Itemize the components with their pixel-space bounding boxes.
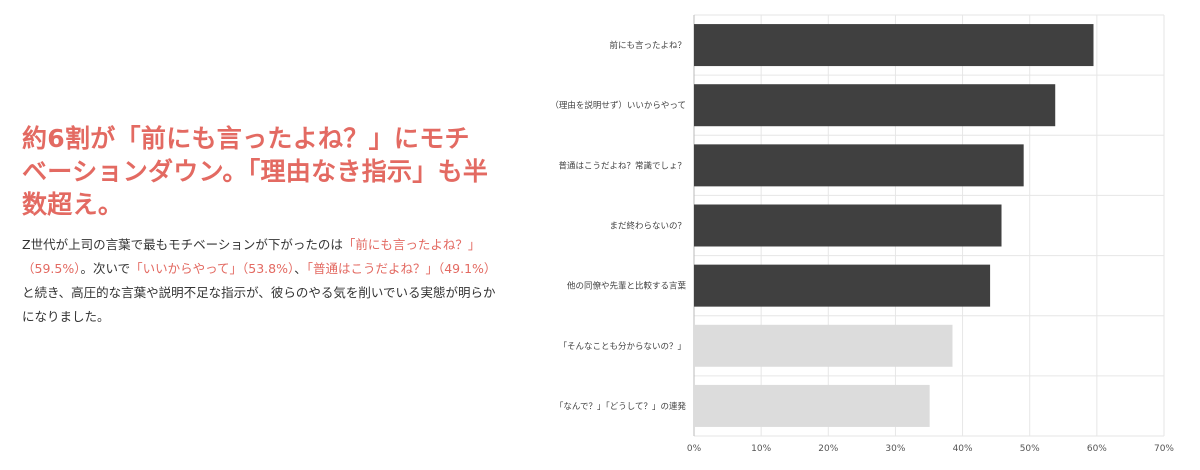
body-text-part-1: Z世代が上司の言葉で最もモチベーションが下がったのは xyxy=(22,237,343,252)
x-tick-label-2: 20% xyxy=(818,444,838,454)
highlight-top-phrase: 「前にも言ったよね？」（59.5%） xyxy=(22,237,481,276)
bar-6 xyxy=(694,324,953,367)
body-text-part-2: 。次いで xyxy=(80,261,131,276)
category-label-4: まだ終わらないの？ xyxy=(609,221,686,232)
highlight-second-phrase: 「いいからやって」（53.8%） xyxy=(130,261,295,276)
category-label-2: （理由を説明せず）いいからやって xyxy=(550,100,686,111)
x-tick-label-5: 50% xyxy=(1020,444,1040,454)
x-tick-label-6: 60% xyxy=(1087,444,1107,454)
bar-5 xyxy=(694,264,991,307)
bar-7 xyxy=(694,384,930,427)
headline: 約6割が「前にも言ったよね？」にモチベーションダウン。「理由なき指示」も半数超え… xyxy=(22,124,489,219)
x-tick-label-7: 70% xyxy=(1154,444,1174,454)
category-label-7: 「なんで？」「どうして？」の連発 xyxy=(555,401,687,412)
x-tick-label-3: 30% xyxy=(885,444,905,454)
x-tick-label-4: 40% xyxy=(953,444,973,454)
bar-3 xyxy=(694,144,1024,187)
category-label-6: 「そんなことも分からないの？」 xyxy=(558,342,686,352)
x-tick-label-1: 10% xyxy=(751,444,771,454)
highlight-third-phrase: 「普通はこうだよね？」（49.1%） xyxy=(306,261,497,276)
x-tick-label-0: 0% xyxy=(687,444,702,454)
category-label-1: 前にも言ったよね？ xyxy=(609,40,686,51)
bar-2 xyxy=(694,84,1056,127)
bar-4 xyxy=(694,204,1002,247)
bar-1 xyxy=(694,24,1094,67)
body-text: Z世代が上司の言葉で最もモチベーションが下がったのは「前にも言ったよね？」（59… xyxy=(22,233,500,329)
body-text-part-3: 、 xyxy=(294,261,307,276)
category-label-5: 他の同僚や先輩と比較する言葉 xyxy=(567,281,687,292)
body-text-part-4: と続き、高圧的な言葉や説明不足な指示が、彼らのやる気を削いでいる実態が明らかにな… xyxy=(22,285,496,324)
category-label-3: 普通はこうだよね？常識でしょ？ xyxy=(558,160,686,171)
